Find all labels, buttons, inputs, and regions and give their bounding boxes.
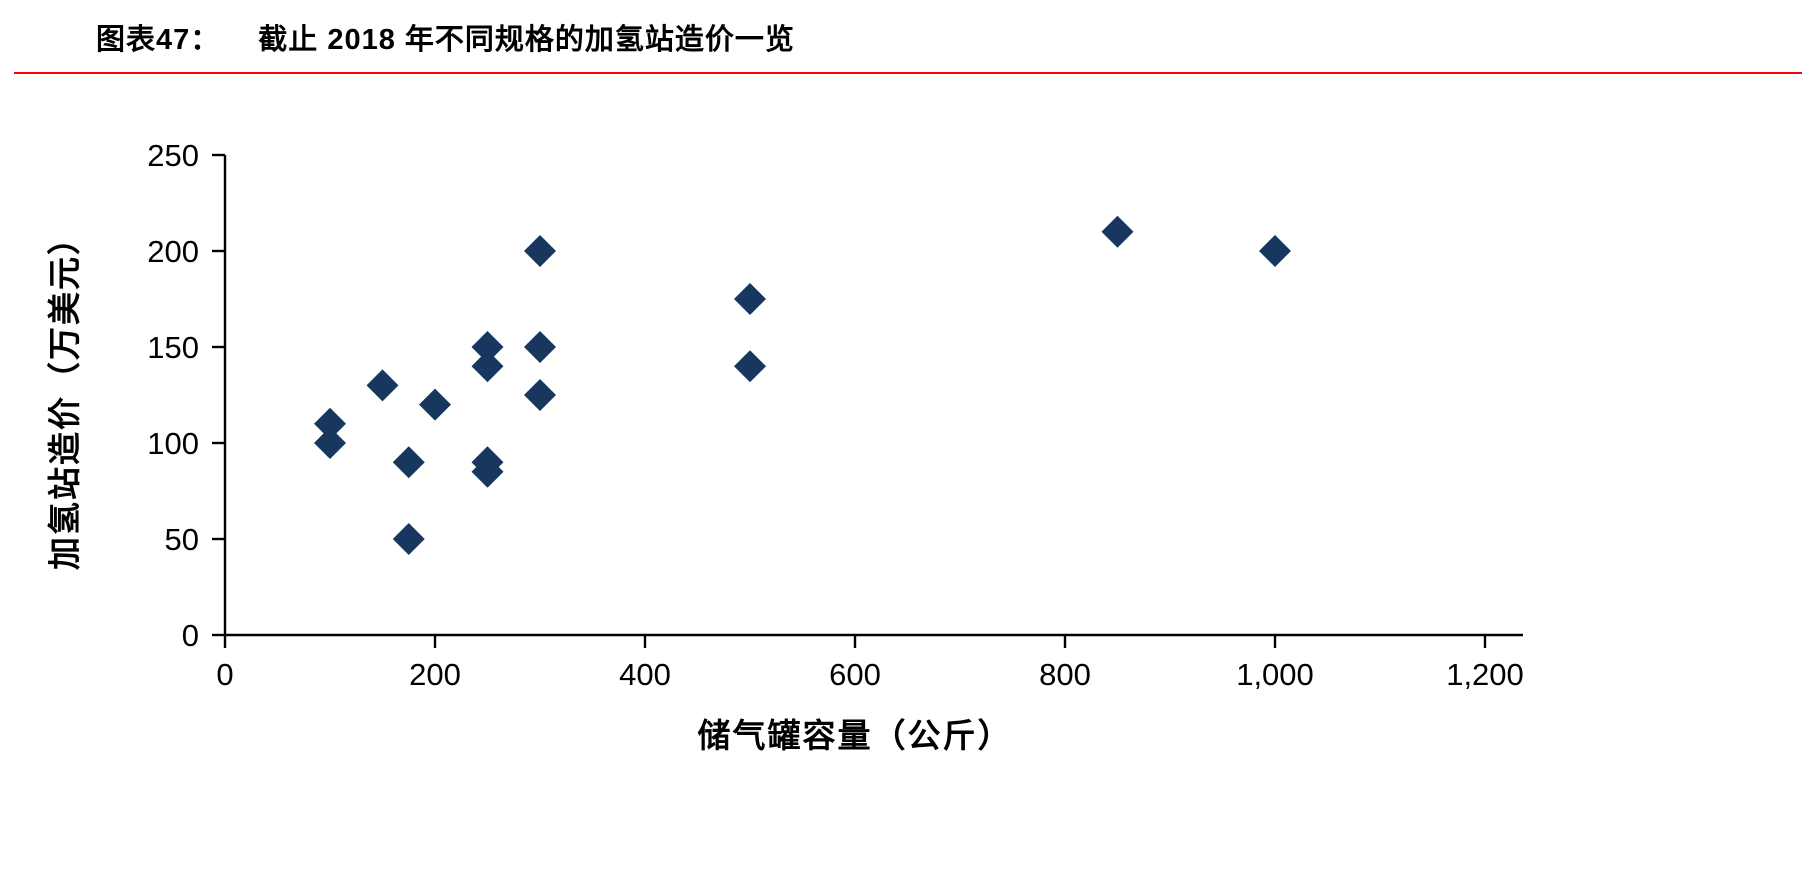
data-point [734, 350, 766, 383]
x-tick-label: 600 [829, 657, 881, 692]
data-point [471, 350, 504, 383]
chart-header: 图表47： 截止 2018 年不同规格的加氢站造价一览 [96, 16, 795, 58]
data-point [524, 235, 556, 267]
title-divider-rule [14, 72, 1802, 74]
x-tick-label: 1,200 [1446, 657, 1524, 692]
y-axis-title: 加氢站造价（万美元） [46, 220, 83, 570]
data-point [1259, 235, 1291, 267]
data-point [471, 331, 504, 363]
data-point [1101, 215, 1134, 248]
x-axis-title: 储气罐容量（公斤） [698, 717, 1013, 754]
scatter-chart: 0 50 100 150 200 250 0 200 400 600 800 1,000 1,200 储气… [46, 138, 1524, 754]
chart-area: 0 50 100 150 200 250 0 200 400 600 800 1,000 1,200 储气… [0, 86, 1816, 876]
data-point [734, 283, 766, 315]
chart-title: 截止 2018 年不同规格的加氢站造价一览 [258, 24, 795, 56]
x-tick-label: 800 [1039, 657, 1091, 692]
data-point [524, 379, 556, 411]
figure-number-label: 图表47： [96, 24, 221, 56]
x-tick-label: 0 [216, 657, 233, 692]
y-tick-label: 200 [147, 234, 199, 269]
y-tick-label: 100 [147, 426, 199, 461]
data-point [419, 388, 451, 421]
y-tick-label: 250 [147, 138, 199, 173]
y-tick-label: 0 [182, 618, 199, 653]
data-point [392, 446, 425, 479]
data-point [314, 407, 346, 440]
data-point [524, 331, 556, 363]
x-tick-label: 1,000 [1236, 657, 1314, 692]
x-tick-label: 200 [409, 657, 461, 692]
data-point [471, 446, 504, 479]
y-tick-label: 50 [165, 522, 199, 557]
x-tick-label: 400 [619, 657, 671, 692]
data-point [314, 427, 346, 459]
y-tick-label: 150 [147, 330, 199, 365]
data-point [392, 523, 425, 555]
data-point [366, 369, 399, 402]
